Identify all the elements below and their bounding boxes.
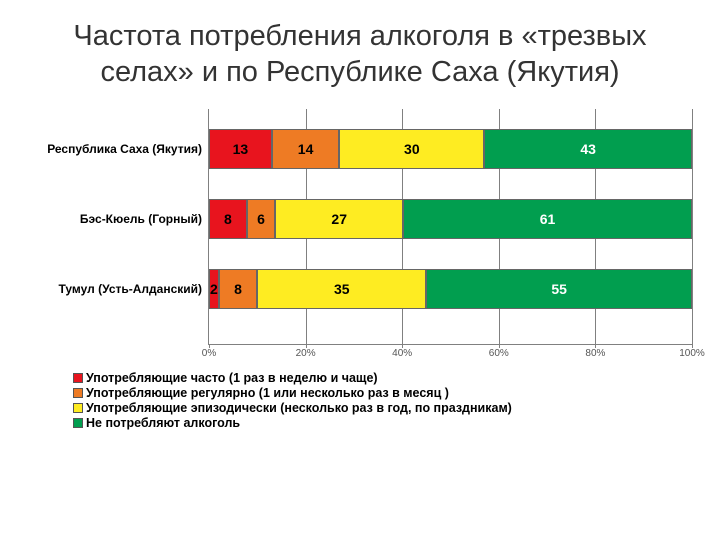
category-label: Республика Саха (Якутия) <box>47 142 202 156</box>
legend-label: Употребляющие эпизодически (несколько ра… <box>86 401 512 415</box>
legend-label: Не потребляют алкоголь <box>86 416 240 430</box>
legend-label: Употребляющие регулярно (1 или несколько… <box>86 386 449 400</box>
legend-swatch <box>73 373 83 383</box>
bar-segment: 30 <box>339 129 484 169</box>
y-axis-labels: Республика Саха (Якутия) Бэс-Кюель (Горны… <box>28 109 208 344</box>
bar-row: 862761 <box>209 199 692 239</box>
bar-row: 283555 <box>209 269 692 309</box>
legend: Употребляющие часто (1 раз в неделю и ча… <box>73 371 692 430</box>
legend-swatch <box>73 388 83 398</box>
bar-segment: 14 <box>272 129 340 169</box>
bar-segment: 8 <box>219 269 258 309</box>
bar-segment: 55 <box>426 269 692 309</box>
category-label: Бэс-Кюель (Горный) <box>80 212 202 226</box>
legend-swatch <box>73 403 83 413</box>
grid-line <box>692 109 693 344</box>
plot-area: 0%20%40%60%80%100%13143043862761283555 <box>208 109 692 345</box>
x-tick-label: 60% <box>489 348 509 359</box>
page-title: Частота потребления алкоголя в «трезвых … <box>28 18 692 91</box>
bar-segment: 27 <box>275 199 403 239</box>
bar-segment: 8 <box>209 199 247 239</box>
x-tick-label: 80% <box>585 348 605 359</box>
x-tick-label: 100% <box>679 348 705 359</box>
legend-swatch <box>73 418 83 428</box>
legend-item: Употребляющие регулярно (1 или несколько… <box>73 386 692 400</box>
category-label: Тумул (Усть-Алданский) <box>59 282 202 296</box>
bar-segment: 6 <box>247 199 275 239</box>
legend-label: Употребляющие часто (1 раз в неделю и ча… <box>86 371 378 385</box>
bar-segment: 13 <box>209 129 272 169</box>
legend-item: Употребляющие эпизодически (несколько ра… <box>73 401 692 415</box>
chart: Республика Саха (Якутия) Бэс-Кюель (Горны… <box>28 109 692 345</box>
legend-item: Не потребляют алкоголь <box>73 416 692 430</box>
bar-row: 13143043 <box>209 129 692 169</box>
bar-segment: 2 <box>209 269 219 309</box>
bar-segment: 43 <box>484 129 692 169</box>
x-tick-label: 0% <box>202 348 216 359</box>
legend-item: Употребляющие часто (1 раз в неделю и ча… <box>73 371 692 385</box>
bar-segment: 61 <box>403 199 692 239</box>
x-tick-label: 20% <box>296 348 316 359</box>
x-tick-label: 40% <box>392 348 412 359</box>
bar-segment: 35 <box>257 269 426 309</box>
